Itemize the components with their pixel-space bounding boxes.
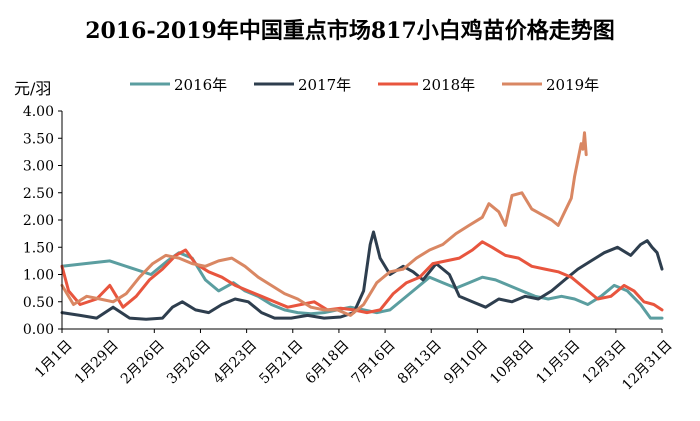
chart-title: 2016-2019年中国重点市场817小白鸡苗价格走势图: [85, 18, 615, 44]
y-tick-label: 0.00: [23, 322, 54, 338]
legend-label: 2019年: [546, 76, 599, 94]
y-tick-label: 3.50: [23, 131, 54, 147]
x-tick-label: 1月29日: [72, 337, 122, 387]
x-axis-ticks: 1月1日1月29日2月26日3月26日4月23日5月21日6月18日7月16日8…: [32, 329, 676, 394]
x-tick-label: 10月8日: [487, 337, 537, 387]
y-tick-label: 2.50: [23, 186, 54, 202]
legend-label: 2016年: [174, 76, 227, 94]
x-tick-label: 2月26日: [118, 337, 168, 387]
x-tick-label: 7月16日: [349, 337, 399, 387]
series-line-2019年: [60, 131, 588, 317]
x-tick-label: 1月1日: [32, 337, 76, 381]
x-tick-label: 5月21日: [256, 337, 306, 387]
series-line-2018年: [60, 240, 664, 315]
x-tick-label: 9月10日: [441, 337, 491, 387]
legend: 2016年 2017年 2018年 2019年: [130, 76, 599, 94]
series-lines: [60, 131, 664, 321]
x-tick-label: 4月23日: [210, 337, 260, 387]
y-axis-unit-label: 元/羽: [14, 79, 51, 98]
legend-label: 2017年: [298, 76, 351, 94]
y-tick-label: 3.00: [23, 159, 54, 175]
y-tick-label: 0.50: [23, 295, 54, 311]
x-tick-label: 11月5日: [533, 337, 583, 387]
x-tick-label: 3月26日: [164, 337, 214, 387]
y-tick-label: 4.00: [23, 104, 54, 120]
y-tick-label: 1.50: [23, 240, 54, 256]
series-line-2017年: [60, 230, 664, 321]
legend-label: 2018年: [422, 76, 475, 94]
x-tick-label: 6月18日: [303, 337, 353, 387]
y-tick-label: 2.00: [23, 213, 54, 229]
y-tick-label: 1.00: [23, 268, 54, 284]
y-axis-ticks: 0.00 0.50 1.00 1.50 2.00 2.50 3.00 3.50 4.00: [23, 104, 62, 338]
x-tick-label: 12月31日: [619, 337, 675, 393]
x-tick-label: 8月13日: [395, 337, 445, 387]
